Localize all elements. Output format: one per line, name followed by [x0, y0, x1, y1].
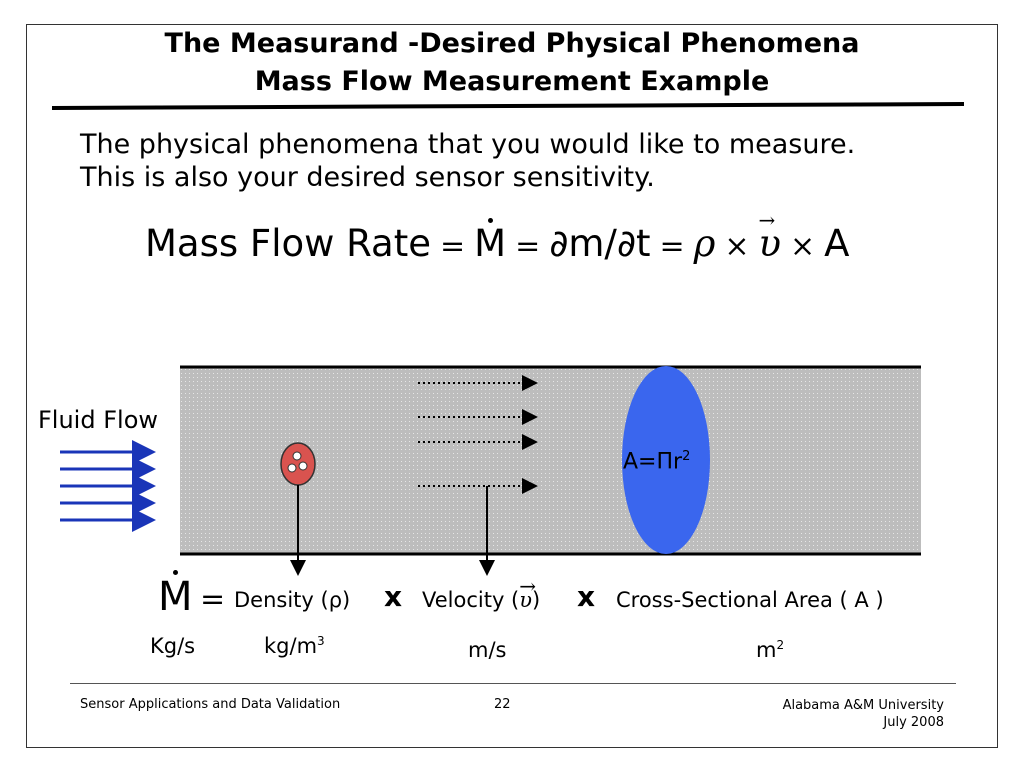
- area-formula-label: A=Πr2: [623, 449, 690, 474]
- unit-velocity: m/s: [468, 638, 507, 662]
- velocity-symbol: υ: [519, 574, 535, 612]
- fluid-flow-label: Fluid Flow: [38, 406, 158, 434]
- times-sign: ×: [790, 229, 816, 264]
- unit-mdot: Kg/s: [150, 634, 196, 658]
- area-formula-text: A=Πr: [623, 449, 683, 475]
- times-sign-2: x: [577, 580, 596, 613]
- equation-lhs: Mass Flow Rate: [145, 222, 431, 265]
- density-term: Density (ρ): [234, 588, 351, 612]
- slide-frame: [26, 24, 998, 748]
- footer-course: Sensor Applications and Data Validation: [80, 697, 341, 712]
- times-sign-1: x: [384, 580, 403, 613]
- times-sign: ×: [724, 229, 750, 264]
- partial-derivative: ∂m/∂t: [549, 222, 651, 265]
- rho-symbol: ρ: [693, 222, 716, 265]
- velocity-dotted-arrows: [418, 375, 538, 494]
- equals-sign: =: [515, 229, 541, 264]
- unit-area: m2: [756, 638, 784, 662]
- footer-date: July 2008: [883, 715, 944, 730]
- velocity-term: Velocity (υ): [422, 574, 541, 612]
- slide-title-line2: Mass Flow Measurement Example: [254, 66, 770, 97]
- unit-density-text: kg/m: [264, 634, 318, 658]
- pointer-lines: [290, 485, 495, 576]
- slide-title-line1: The Measurand -Desired Physical Phenomen…: [164, 28, 860, 59]
- unit-area-exponent: 2: [776, 638, 785, 652]
- mdot-symbol: M: [158, 570, 193, 620]
- footer-divider: [70, 683, 956, 684]
- footer-org: Alabama A&M University: [782, 698, 944, 713]
- area-symbol: A: [824, 222, 850, 265]
- unit-area-text: m: [756, 638, 777, 662]
- velocity-term-label: Velocity (: [422, 588, 520, 612]
- cross-section-ellipse: [622, 366, 710, 554]
- area-formula-exponent: 2: [682, 449, 691, 464]
- area-term: Cross-Sectional Area ( A ): [616, 588, 884, 612]
- relation-equals: =: [200, 582, 226, 617]
- unit-density: kg/m3: [264, 634, 325, 658]
- velocity-vector-symbol: υ: [759, 208, 782, 265]
- velocity-term-close: ): [532, 588, 541, 612]
- footer-page-number: 22: [494, 697, 511, 712]
- mdot-relation-symbol: M: [158, 570, 193, 620]
- equals-sign: =: [659, 229, 685, 264]
- intro-line2: This is also your desired sensor sensiti…: [80, 162, 655, 193]
- intro-line1: The physical phenomena that you would li…: [80, 129, 856, 160]
- unit-density-exponent: 3: [317, 634, 325, 648]
- flow-arrows-icon: [60, 440, 156, 532]
- equals-sign: =: [439, 229, 466, 264]
- mdot-symbol: M: [474, 218, 507, 265]
- footer-org-date: Alabama A&M University July 2008: [783, 697, 944, 731]
- particle-icon: [280, 442, 316, 486]
- mass-flow-equation: Mass Flow Rate=M=∂m/∂t=ρ×υ×A: [145, 208, 850, 265]
